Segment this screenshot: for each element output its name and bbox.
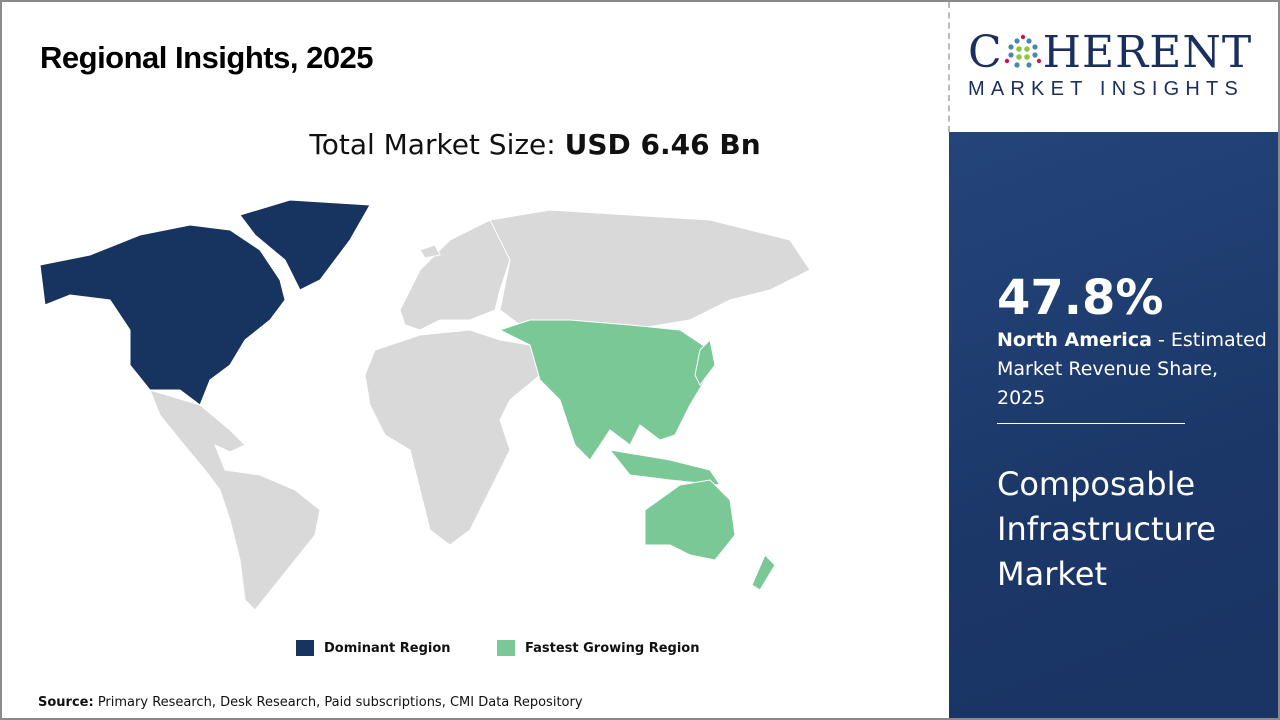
panel-divider bbox=[997, 423, 1185, 424]
legend-label: Dominant Region bbox=[324, 640, 451, 656]
source-text: Primary Research, Desk Research, Paid su… bbox=[93, 695, 583, 710]
share-caption: - Estimated Market Revenue Share, 2025 bbox=[997, 329, 1267, 409]
region-latin-america bbox=[149, 389, 321, 611]
region-japan bbox=[694, 338, 716, 386]
total-market-size: Total Market Size: USD 6.46 Bn bbox=[0, 128, 1070, 161]
region-new-zealand bbox=[751, 554, 776, 591]
source-label: Source: bbox=[38, 695, 94, 710]
legend-fastest: Fastest Growing Region bbox=[497, 640, 699, 656]
total-label: Total Market Size: bbox=[309, 128, 556, 161]
region-europe bbox=[399, 219, 521, 331]
world-map bbox=[39, 199, 811, 611]
region-greenland-iceland bbox=[419, 244, 441, 259]
legend-swatch-dominant bbox=[296, 640, 314, 656]
region-russia bbox=[489, 209, 811, 331]
legend-swatch-fastest bbox=[497, 640, 515, 656]
region-australia bbox=[644, 479, 736, 561]
page-title: Regional Insights, 2025 bbox=[40, 40, 374, 75]
region-north-america bbox=[39, 224, 286, 406]
logo-tagline: MARKET INSIGHTS bbox=[968, 78, 1244, 100]
share-description: North America - Estimated Market Revenue… bbox=[997, 326, 1272, 413]
divider-dashed bbox=[948, 2, 950, 132]
region-indonesia bbox=[608, 449, 722, 486]
share-value: 47.8% bbox=[997, 270, 1164, 326]
region-middle-east-africa bbox=[364, 329, 541, 546]
region-name: North America bbox=[997, 329, 1152, 351]
insight-panel: 47.8% North America - Estimated Market R… bbox=[949, 132, 1278, 718]
logo-wordmark: C HERENT bbox=[968, 27, 1253, 78]
globe-dots-icon bbox=[1004, 34, 1041, 68]
legend-dominant: Dominant Region bbox=[296, 640, 451, 656]
logo: C HERENT MARKET INSIGHTS bbox=[968, 30, 1263, 101]
market-name: Composable Infrastructure Market bbox=[997, 465, 1216, 593]
region-greenland bbox=[239, 199, 371, 291]
region-asia-pacific bbox=[498, 319, 711, 461]
legend-label: Fastest Growing Region bbox=[525, 640, 700, 656]
total-value: USD 6.46 Bn bbox=[564, 128, 761, 161]
source-note: Source: Primary Research, Desk Research,… bbox=[38, 695, 583, 710]
